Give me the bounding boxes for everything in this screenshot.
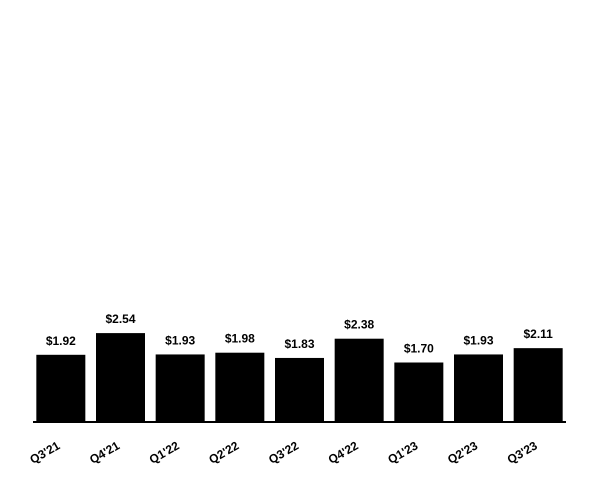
x-tick-label: Q1'22	[147, 438, 182, 466]
x-tick-label: Q4'21	[87, 438, 122, 466]
x-tick-label: Q1'23	[385, 438, 420, 466]
value-label: $1.93	[165, 333, 195, 347]
x-tick-label: Q2'22	[206, 438, 241, 466]
x-tick-label: Q4'22	[326, 438, 361, 466]
value-label: $2.11	[523, 327, 553, 341]
bar	[513, 348, 563, 422]
bar	[155, 354, 205, 422]
bar	[275, 357, 324, 422]
value-label: $2.38	[344, 318, 374, 332]
bar	[36, 354, 86, 422]
bar	[96, 333, 145, 422]
value-label: $1.98	[225, 332, 255, 346]
value-label: $1.70	[404, 342, 434, 356]
value-label: $1.92	[46, 334, 76, 348]
x-tick-label: Q3'21	[27, 438, 62, 466]
bar	[215, 352, 265, 422]
bar	[334, 338, 384, 422]
value-label: $1.93	[463, 333, 493, 347]
value-label: $1.83	[284, 337, 314, 351]
bar	[394, 362, 444, 422]
value-label: $2.54	[105, 312, 135, 326]
x-tick-label: Q3'23	[505, 438, 540, 466]
x-tick-label: Q2'23	[445, 438, 480, 466]
x-tick-label: Q3'22	[266, 438, 301, 466]
bar	[454, 354, 503, 422]
